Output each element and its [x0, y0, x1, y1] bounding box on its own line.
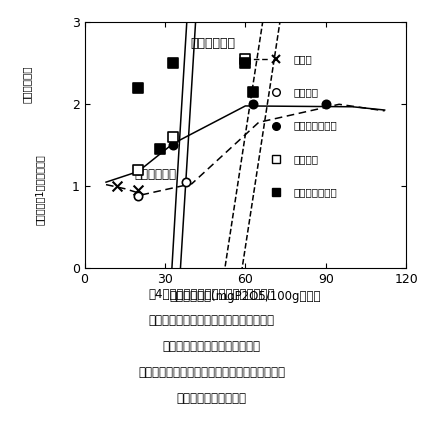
- Text: 汚泥コンポスト: 汚泥コンポスト: [294, 121, 337, 131]
- Text: 汚泥コンポスト: 汚泥コンポスト: [294, 187, 337, 197]
- Text: 図4　生育後期の地上部乾物重に及ぼす: 図4 生育後期の地上部乾物重に及ぼす: [148, 288, 275, 301]
- Point: [135, 193, 142, 200]
- Point: [135, 84, 142, 92]
- Text: 地上部生産量: 地上部生産量: [22, 65, 32, 102]
- Text: りん資材: りん資材: [294, 88, 319, 97]
- Point: [250, 101, 257, 108]
- Text: 土壌の有効態（トルオーグ）りん酸: 土壌の有効態（トルオーグ）りん酸: [148, 314, 275, 327]
- Point: [322, 101, 329, 108]
- Point: [135, 187, 142, 194]
- Text: りん資材: りん資材: [294, 154, 319, 164]
- Point: [170, 60, 176, 67]
- Point: [170, 134, 176, 141]
- Point: [242, 60, 249, 67]
- Text: （供試作物：インゲンマメ及びトウモロコシ）: （供試作物：インゲンマメ及びトウモロコシ）: [138, 366, 285, 379]
- Text: インゲンマメ: インゲンマメ: [135, 168, 176, 181]
- Text: （無施用を1とした指数）: （無施用を1とした指数）: [35, 154, 44, 225]
- Point: [250, 89, 257, 96]
- Point: [135, 166, 142, 173]
- Point: [135, 166, 142, 173]
- Point: [183, 178, 190, 186]
- Point: [242, 55, 249, 63]
- Text: トウモロコシ: トウモロコシ: [191, 37, 236, 50]
- X-axis label: 有効態りん酸(mgP2O5/100g乾土）: 有効態りん酸(mgP2O5/100g乾土）: [170, 290, 321, 303]
- Point: [170, 142, 176, 149]
- Text: レベル及び資材施用の影響: レベル及び資材施用の影響: [162, 340, 261, 353]
- Point: [113, 183, 120, 190]
- Text: 無施用: 無施用: [294, 54, 312, 64]
- Text: ＊円内は各作物毎の値: ＊円内は各作物毎の値: [176, 392, 247, 405]
- Point: [156, 146, 163, 153]
